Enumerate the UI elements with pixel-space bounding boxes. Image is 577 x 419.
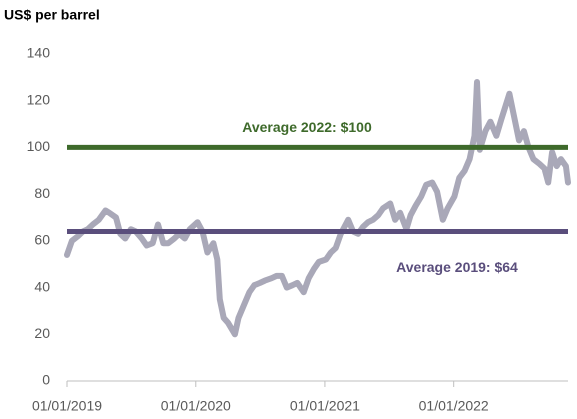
y-tick-label: 40 — [34, 278, 50, 294]
y-tick-label: 0 — [42, 372, 50, 388]
y-tick-label: 140 — [27, 45, 51, 61]
axis-title: US$ per barrel — [4, 7, 100, 23]
x-tick-label: 01/01/2022 — [419, 398, 489, 414]
x-tick-label: 01/01/2021 — [290, 398, 360, 414]
x-tick-label: 01/01/2020 — [161, 398, 231, 414]
y-tick-label: 120 — [27, 91, 51, 107]
y-tick-label: 60 — [34, 232, 50, 248]
reference-label: Average 2022: $100 — [242, 119, 372, 135]
y-tick-label: 80 — [34, 185, 50, 201]
reference-label: Average 2019: $64 — [396, 259, 518, 275]
y-tick-label: 100 — [27, 138, 51, 154]
x-tick-label: 01/01/2019 — [32, 398, 102, 414]
price-line — [64, 79, 571, 338]
y-tick-label: 20 — [34, 325, 50, 341]
